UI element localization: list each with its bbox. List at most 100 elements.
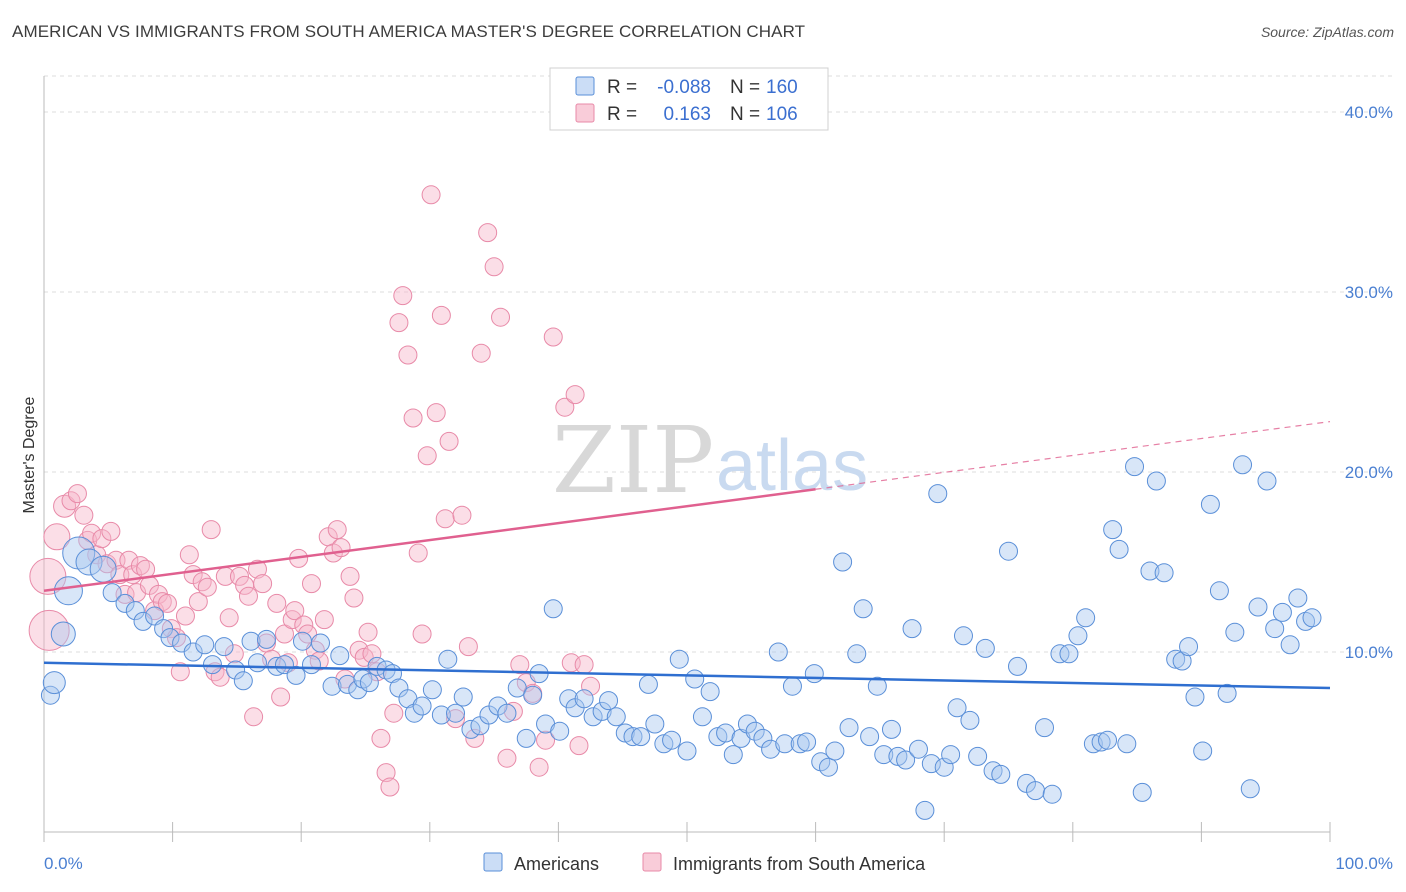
watermark: ZIP atlas (552, 407, 868, 514)
american-point (50, 621, 76, 647)
immigrant-point (29, 557, 67, 595)
american-point (934, 757, 954, 777)
american-point (446, 703, 466, 723)
american-point (497, 703, 517, 723)
american-point (214, 637, 234, 657)
immigrant-point (380, 777, 400, 797)
immigrant-point (61, 491, 81, 511)
american-point (75, 548, 103, 576)
american-point (818, 757, 838, 777)
immigrant-point (201, 520, 221, 540)
american-point (839, 718, 859, 738)
gridlines (44, 75, 1392, 653)
american-point (908, 739, 928, 759)
american-point (1068, 626, 1088, 646)
immigrant-point (253, 574, 273, 594)
immigrant-point (229, 566, 249, 586)
american-point (301, 655, 321, 675)
american-point (1091, 732, 1111, 752)
american-point (404, 703, 424, 723)
american-point (968, 746, 988, 766)
american-point (896, 750, 916, 770)
immigrant-point (362, 644, 382, 664)
immigrant-point (408, 543, 428, 563)
immigrant-point (417, 446, 437, 466)
immigrant-point (412, 624, 432, 644)
legend-swatch-immigrants (575, 103, 595, 123)
american-point (1166, 649, 1186, 669)
immigrant-point (426, 403, 446, 423)
american-point (431, 705, 451, 725)
american-point (669, 649, 689, 669)
american-point (1272, 602, 1292, 622)
immigrant-point (431, 305, 451, 325)
american-point (645, 714, 665, 734)
american-point (947, 698, 967, 718)
legend-r-label-americans: R = (607, 77, 637, 98)
immigrant-point (543, 327, 563, 347)
immigrant-point (446, 709, 466, 729)
legend-r-value-immigrants: 0.163 (663, 104, 711, 125)
american-point (775, 734, 795, 754)
american-point (1008, 656, 1028, 676)
immigrant-point (478, 223, 498, 243)
immigrant-point (421, 185, 441, 205)
american-point (825, 741, 845, 761)
legend-n-label-americans: N = (730, 77, 760, 98)
immigrant-point (376, 763, 396, 783)
american-point (623, 727, 643, 747)
immigrant-point (247, 559, 267, 579)
american-point (716, 723, 736, 743)
immigrant-point (536, 730, 556, 750)
american-point (438, 649, 458, 669)
american-point (1076, 608, 1096, 628)
american-point (1233, 455, 1253, 475)
legend-swatch-americans (575, 76, 595, 96)
immigrant-point (393, 286, 413, 306)
immigrant-point (244, 707, 264, 727)
american-point (1257, 471, 1277, 491)
american-point (133, 611, 153, 631)
y-tick-label-40: 40.0% (1345, 103, 1393, 122)
american-point (1209, 581, 1229, 601)
american-point (89, 555, 117, 583)
immigrant-point (119, 550, 139, 570)
american-point (62, 536, 96, 570)
american-point (1288, 588, 1308, 608)
american-point (1225, 622, 1245, 642)
american-point (1109, 539, 1129, 559)
immigrant-point (439, 431, 459, 451)
american-point (753, 728, 773, 748)
american-point (523, 685, 543, 705)
immigrant-point (238, 586, 258, 606)
immigrant-point (170, 662, 190, 682)
immigrant-point (67, 484, 87, 504)
american-point (768, 642, 788, 662)
american-point (1240, 779, 1260, 799)
american-point (195, 635, 215, 655)
immigrant-point (74, 505, 94, 525)
immigrant-point (565, 385, 585, 405)
legend-n-label-immigrants: N = (730, 104, 760, 125)
y-tick-label-10: 10.0% (1345, 643, 1393, 662)
immigrant-point (219, 608, 239, 628)
immigrant-point (569, 736, 589, 756)
american-point (902, 619, 922, 639)
immigrant-point (101, 521, 121, 541)
watermark-atlas: atlas (716, 426, 868, 506)
american-point (1200, 494, 1220, 514)
immigrant-point (314, 610, 334, 630)
american-point (685, 669, 705, 689)
immigrant-point (503, 701, 523, 721)
american-point (286, 665, 306, 685)
american-point (874, 745, 894, 765)
american-point (867, 676, 887, 696)
bottom-legend-label-americans: Americans (514, 854, 599, 874)
immigrant-point (435, 509, 455, 529)
american-point (638, 674, 658, 694)
immigrant-point (224, 644, 244, 664)
immigrant-point (192, 572, 212, 592)
american-point (125, 601, 145, 621)
immigrant-point (130, 556, 150, 576)
american-point (999, 541, 1018, 561)
